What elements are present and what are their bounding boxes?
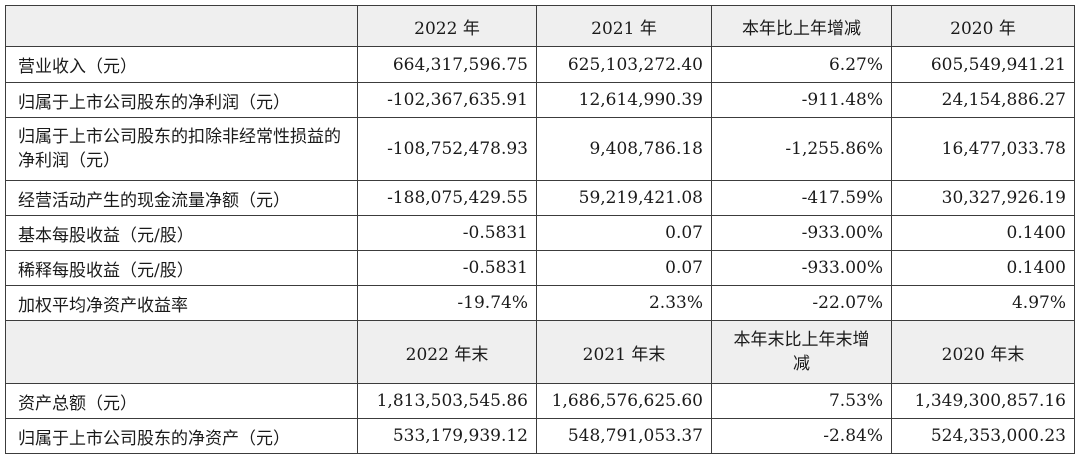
value-2020: 524,353,000.23 xyxy=(891,418,1075,454)
value-2022: 1,813,503,545.86 xyxy=(357,383,537,419)
value-2022: 533,179,939.12 xyxy=(357,418,537,454)
value-2020: 4.97% xyxy=(891,285,1075,321)
header-cell-empty xyxy=(5,320,358,384)
row-label: 加权平均净资产收益率 xyxy=(5,285,358,321)
key-financial-data-table: 2022 年 2021 年 本年比上年增减 2020 年 营业收入（元） 664… xyxy=(5,5,1075,454)
value-change: -417.59% xyxy=(711,180,892,216)
value-2022: -0.5831 xyxy=(357,250,537,286)
value-2020: 30,327,926.19 xyxy=(891,180,1075,216)
header-cell-2022: 2022 年 xyxy=(357,5,537,47)
header-cell-2021-end: 2021 年末 xyxy=(536,320,712,384)
header-cell-2020: 2020 年 xyxy=(891,5,1075,47)
value-2020: 24,154,886.27 xyxy=(891,82,1075,118)
value-change: -1,255.86% xyxy=(711,117,892,181)
row-label: 基本每股收益（元/股） xyxy=(5,215,358,251)
value-2022: -0.5831 xyxy=(357,215,537,251)
row-label: 稀释每股收益（元/股） xyxy=(5,250,358,286)
value-2021: 9,408,786.18 xyxy=(536,117,712,181)
table-row: 资产总额（元） 1,813,503,545.86 1,686,576,625.6… xyxy=(5,383,1075,419)
value-change: 7.53% xyxy=(711,383,892,419)
table-row: 加权平均净资产收益率 -19.74% 2.33% -22.07% 4.97% xyxy=(5,285,1075,321)
value-2022: -108,752,478.93 xyxy=(357,117,537,181)
value-2020: 0.1400 xyxy=(891,215,1075,251)
row-label: 归属于上市公司股东的净利润（元） xyxy=(5,82,358,118)
value-2021: 12,614,990.39 xyxy=(536,82,712,118)
value-2021: 1,686,576,625.60 xyxy=(536,383,712,419)
value-change: -22.07% xyxy=(711,285,892,321)
value-2021: 0.07 xyxy=(536,215,712,251)
value-2022: -19.74% xyxy=(357,285,537,321)
table-subheader-row: 2022 年末 2021 年末 本年末比上年末增减 2020 年末 xyxy=(5,320,1075,384)
row-label: 营业收入（元） xyxy=(5,46,358,83)
table-row: 归属于上市公司股东的扣除非经常性损益的净利润（元） -108,752,478.9… xyxy=(5,117,1075,181)
header-cell-2021: 2021 年 xyxy=(536,5,712,47)
value-change: -911.48% xyxy=(711,82,892,118)
value-2022: 664,317,596.75 xyxy=(357,46,537,83)
table-row: 基本每股收益（元/股） -0.5831 0.07 -933.00% 0.1400 xyxy=(5,215,1075,251)
value-2021: 59,219,421.08 xyxy=(536,180,712,216)
header-cell-empty xyxy=(5,5,358,47)
header-cell-2020-end: 2020 年末 xyxy=(891,320,1075,384)
value-2020: 1,349,300,857.16 xyxy=(891,383,1075,419)
row-label: 归属于上市公司股东的扣除非经常性损益的净利润（元） xyxy=(5,117,358,181)
table-row: 归属于上市公司股东的净资产（元） 533,179,939.12 548,791,… xyxy=(5,418,1075,454)
value-2021: 2.33% xyxy=(536,285,712,321)
header-cell-change-end: 本年末比上年末增减 xyxy=(711,320,892,384)
value-2021: 0.07 xyxy=(536,250,712,286)
value-2022: -188,075,429.55 xyxy=(357,180,537,216)
row-label: 资产总额（元） xyxy=(5,383,358,419)
value-change: -2.84% xyxy=(711,418,892,454)
table-row: 营业收入（元） 664,317,596.75 625,103,272.40 6.… xyxy=(5,46,1075,83)
header-cell-2022-end: 2022 年末 xyxy=(357,320,537,384)
financial-table-container: 2022 年 2021 年 本年比上年增减 2020 年 营业收入（元） 664… xyxy=(5,5,1075,454)
value-2021: 625,103,272.40 xyxy=(536,46,712,83)
value-2021: 548,791,053.37 xyxy=(536,418,712,454)
row-label: 经营活动产生的现金流量净额（元） xyxy=(5,180,358,216)
value-change: -933.00% xyxy=(711,250,892,286)
header-cell-change: 本年比上年增减 xyxy=(711,5,892,47)
table-row: 稀释每股收益（元/股） -0.5831 0.07 -933.00% 0.1400 xyxy=(5,250,1075,286)
value-2020: 16,477,033.78 xyxy=(891,117,1075,181)
table-row: 归属于上市公司股东的净利润（元） -102,367,635.91 12,614,… xyxy=(5,82,1075,118)
table-row: 经营活动产生的现金流量净额（元） -188,075,429.55 59,219,… xyxy=(5,180,1075,216)
value-2020: 605,549,941.21 xyxy=(891,46,1075,83)
value-change: 6.27% xyxy=(711,46,892,83)
value-change: -933.00% xyxy=(711,215,892,251)
value-2022: -102,367,635.91 xyxy=(357,82,537,118)
value-2020: 0.1400 xyxy=(891,250,1075,286)
table-header-row: 2022 年 2021 年 本年比上年增减 2020 年 xyxy=(5,5,1075,47)
row-label: 归属于上市公司股东的净资产（元） xyxy=(5,418,358,454)
